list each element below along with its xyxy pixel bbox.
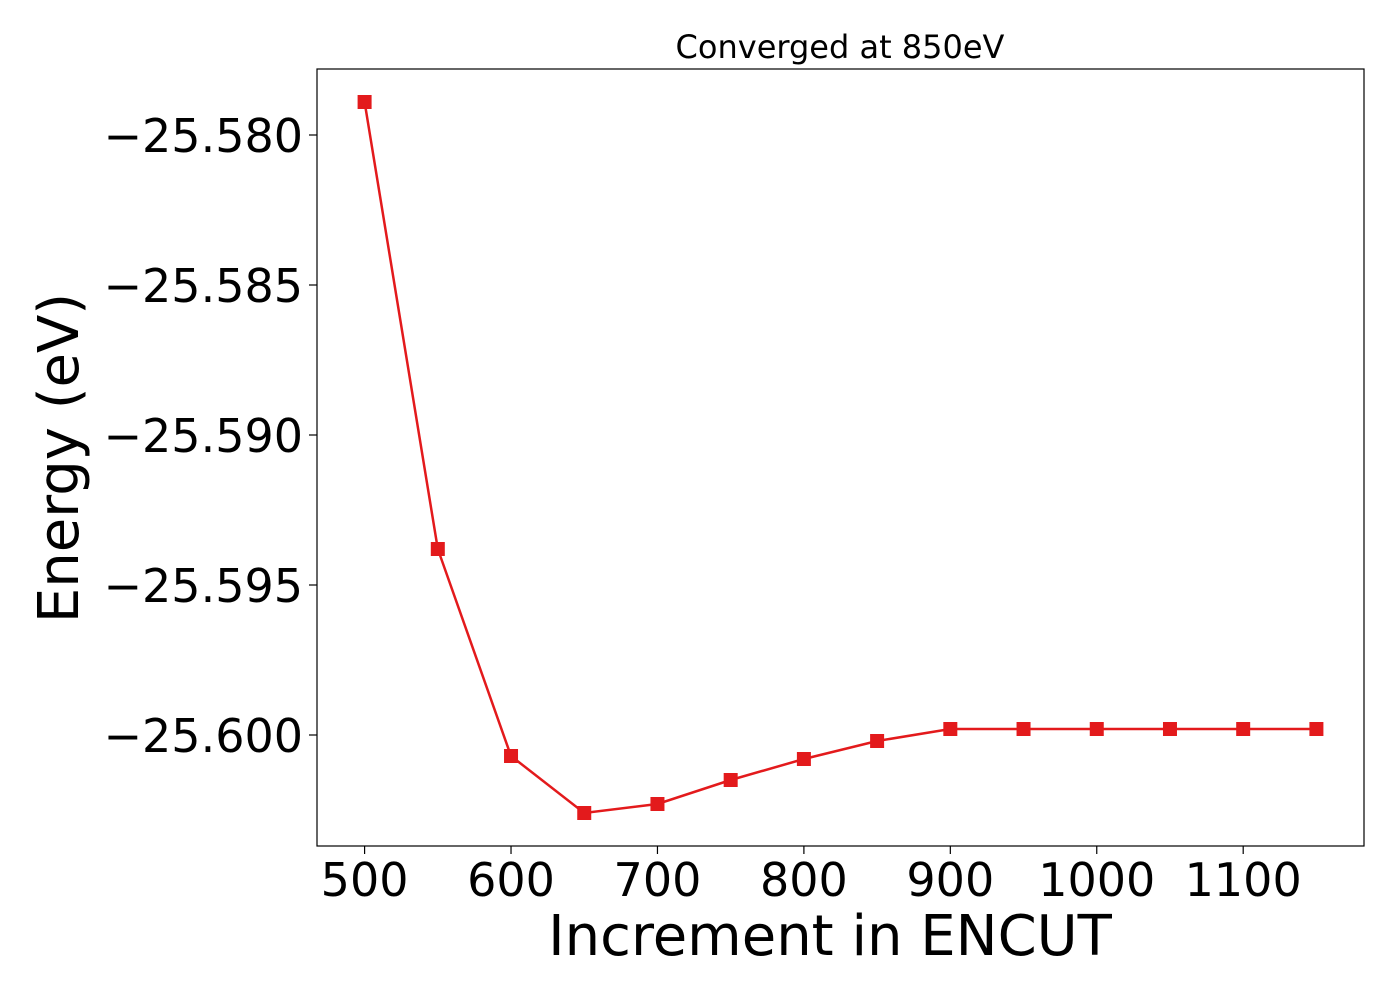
data-point-marker (1016, 722, 1031, 736)
data-point-marker (870, 734, 885, 748)
data-point-marker (650, 797, 665, 811)
y-tick-label: −25.600 (104, 709, 304, 763)
x-tick-label: 700 (614, 853, 702, 907)
series-layer (357, 95, 1324, 820)
series-line (363, 101, 1317, 815)
data-point-marker (1089, 722, 1104, 736)
x-tick-label: 1100 (1185, 853, 1302, 907)
data-point-marker (1309, 722, 1324, 736)
data-point-marker (1162, 722, 1177, 736)
x-tick-label: 500 (321, 853, 409, 907)
data-point-marker (796, 752, 811, 766)
x-tick-label: 600 (467, 853, 555, 907)
data-point-marker (504, 749, 519, 763)
y-axis-label: Energy (eV) (27, 293, 92, 623)
data-point-marker (430, 542, 445, 556)
y-axis-ticks: −25.580 −25.585 −25.590 −25.595 −25.600 (104, 109, 317, 763)
x-axis-ticks: 500 600 700 800 900 1000 1100 (321, 846, 1302, 907)
y-tick-label: −25.585 (104, 259, 304, 313)
y-tick-label: −25.595 (104, 559, 304, 613)
data-point-marker (723, 773, 738, 787)
data-point-marker (577, 806, 592, 820)
x-axis-label: Increment in ENCUT (548, 904, 1113, 969)
x-tick-label: 900 (906, 853, 994, 907)
plot-frame (316, 68, 1365, 847)
x-tick-label: 1000 (1038, 853, 1155, 907)
data-point-marker (1236, 722, 1251, 736)
x-tick-label: 800 (760, 853, 848, 907)
chart-title: Converged at 850eV (676, 28, 1005, 66)
y-tick-label: −25.590 (104, 409, 304, 463)
data-point-marker (357, 95, 372, 109)
data-point-marker (943, 722, 958, 736)
y-tick-label: −25.580 (104, 109, 304, 163)
